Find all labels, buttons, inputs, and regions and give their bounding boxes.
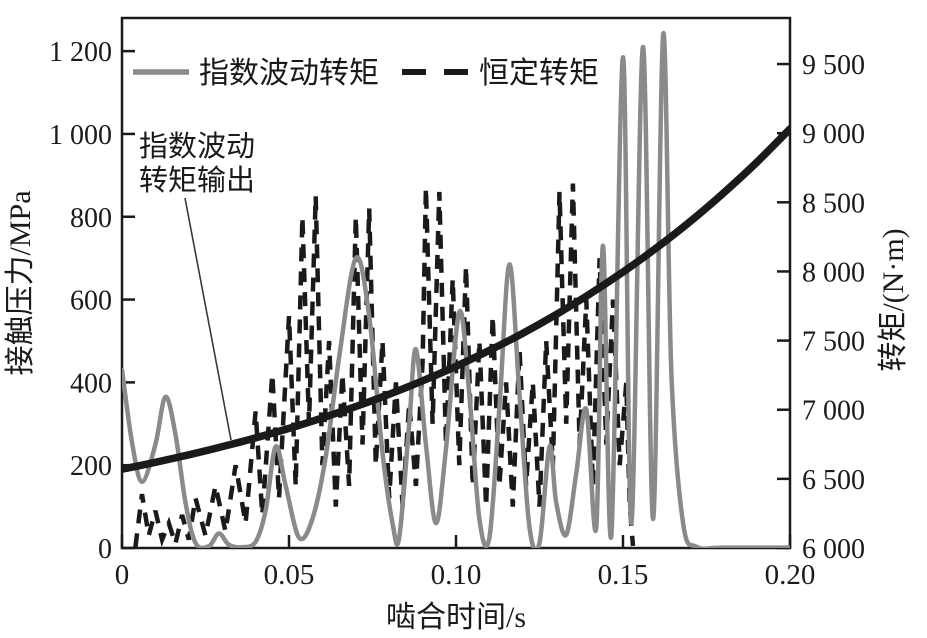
right-tick-label: 7 500	[802, 327, 865, 358]
right-tick-label: 8 500	[802, 188, 865, 219]
annotation-line2: 转矩输出	[139, 164, 255, 197]
right-tick-label: 7 000	[802, 396, 865, 427]
annotation-line1: 指数波动	[139, 130, 255, 163]
right-tick-label: 6 000	[802, 534, 865, 565]
left-tick-label: 200	[70, 451, 112, 482]
left-tick-label: 1 200	[49, 37, 112, 68]
x-tick-label: 0.05	[264, 559, 315, 591]
plot-area	[122, 30, 790, 548]
x-tick-label: 0.15	[598, 559, 649, 591]
left-tick-label: 800	[70, 203, 112, 234]
contact-pressure-curve	[122, 30, 790, 548]
annotation-leader-line	[184, 197, 232, 441]
left-tick-label: 1 000	[49, 120, 112, 151]
x-axis-title: 啮合时间/s	[386, 601, 526, 634]
left-axis-ticks: 0 200 400 600 800 1 000 1 200	[49, 37, 135, 565]
legend: 指数波动转矩 恒定转矩	[133, 57, 599, 90]
right-tick-label: 9 000	[802, 119, 865, 150]
right-axis-ticks: 6 000 6 500 7 000 7 500 8 000 8 500 9 000 9 500	[777, 50, 865, 565]
right-tick-label: 8 000	[802, 257, 865, 288]
right-axis-title: 转矩/(N·m)	[877, 228, 910, 371]
legend-label-constant-torque: 恒定转矩	[479, 57, 599, 90]
left-tick-label: 600	[70, 286, 112, 317]
plot-frame	[120, 16, 792, 550]
right-tick-label: 9 500	[802, 50, 865, 81]
annotation-exponential-output: 指数波动 转矩输出	[139, 130, 255, 441]
exponential-torque-output-curve	[122, 125, 790, 473]
x-tick-label: 0	[115, 559, 130, 591]
legend-label-fluctuating-torque: 指数波动转矩	[199, 57, 379, 90]
left-tick-label: 0	[98, 534, 112, 565]
x-axis-ticks: 0 0.05 0.10 0.15 0.20	[115, 535, 816, 591]
left-tick-label: 400	[70, 368, 112, 399]
x-tick-label: 0.10	[431, 559, 482, 591]
left-axis-title: 接触压力/MPa	[4, 190, 37, 375]
x-tick-label: 0.20	[765, 559, 816, 591]
right-tick-label: 6 500	[802, 465, 865, 496]
constant-torque-curve	[133, 183, 636, 548]
